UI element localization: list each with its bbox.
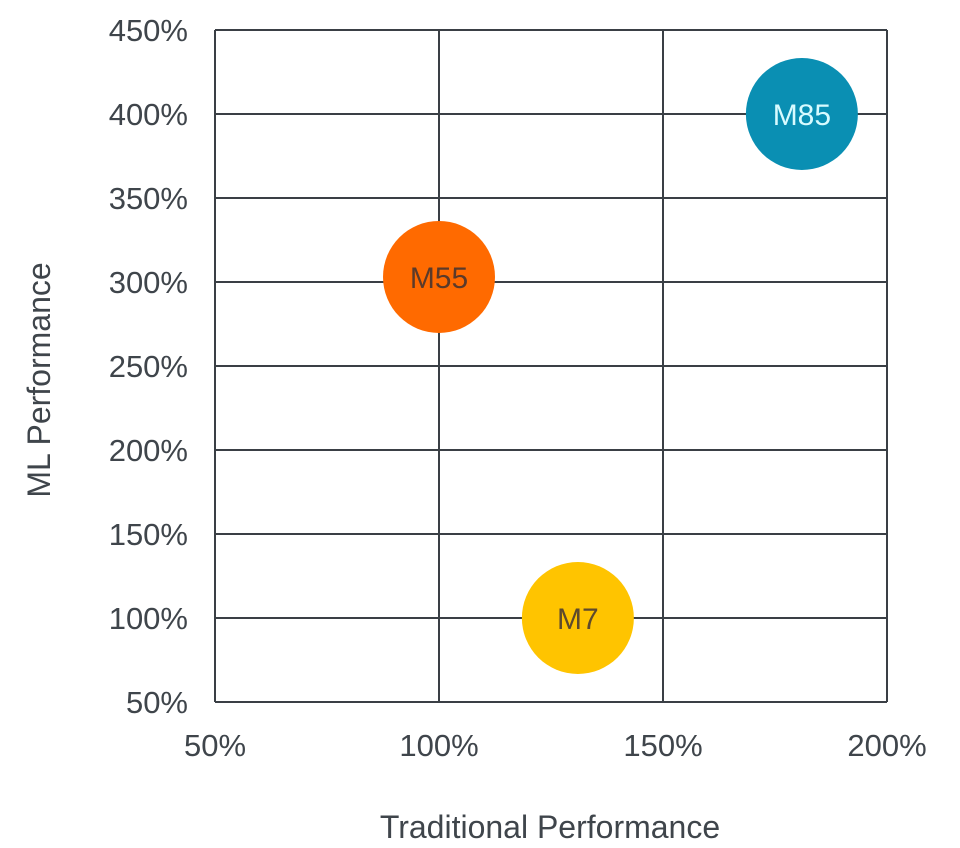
y-axis-title: ML Performance [21, 262, 57, 497]
bubble-label-m55: M55 [410, 262, 468, 295]
y-tick-label: 250% [109, 349, 188, 384]
x-tick-label: 200% [847, 728, 926, 763]
bubble-layer: M85 M55 M7 [383, 58, 858, 674]
bubble-label-m85: M85 [773, 99, 831, 132]
y-tick-label: 100% [109, 601, 188, 636]
bubble-m55 [383, 220, 495, 333]
bubble-m7 [521, 562, 634, 674]
x-axis-title: Traditional Performance [380, 809, 720, 845]
x-tick-label: 100% [399, 728, 478, 763]
y-tick-label: 400% [109, 97, 188, 132]
y-tick-label: 150% [109, 517, 188, 552]
y-tick-label: 200% [109, 433, 188, 468]
y-tick-label: 450% [109, 13, 188, 48]
bubble-label-m7: M7 [557, 603, 599, 636]
y-tick-label: 300% [109, 265, 188, 300]
y-tick-label: 50% [126, 685, 188, 720]
y-tick-label: 350% [109, 181, 188, 216]
bubble-m85 [745, 58, 858, 170]
tick-layer: 50% 100% 150% 200% 50% 100% 150% 200% 250% 300% 35… [109, 13, 927, 763]
x-tick-label: 150% [623, 728, 702, 763]
x-tick-label: 50% [184, 728, 246, 763]
